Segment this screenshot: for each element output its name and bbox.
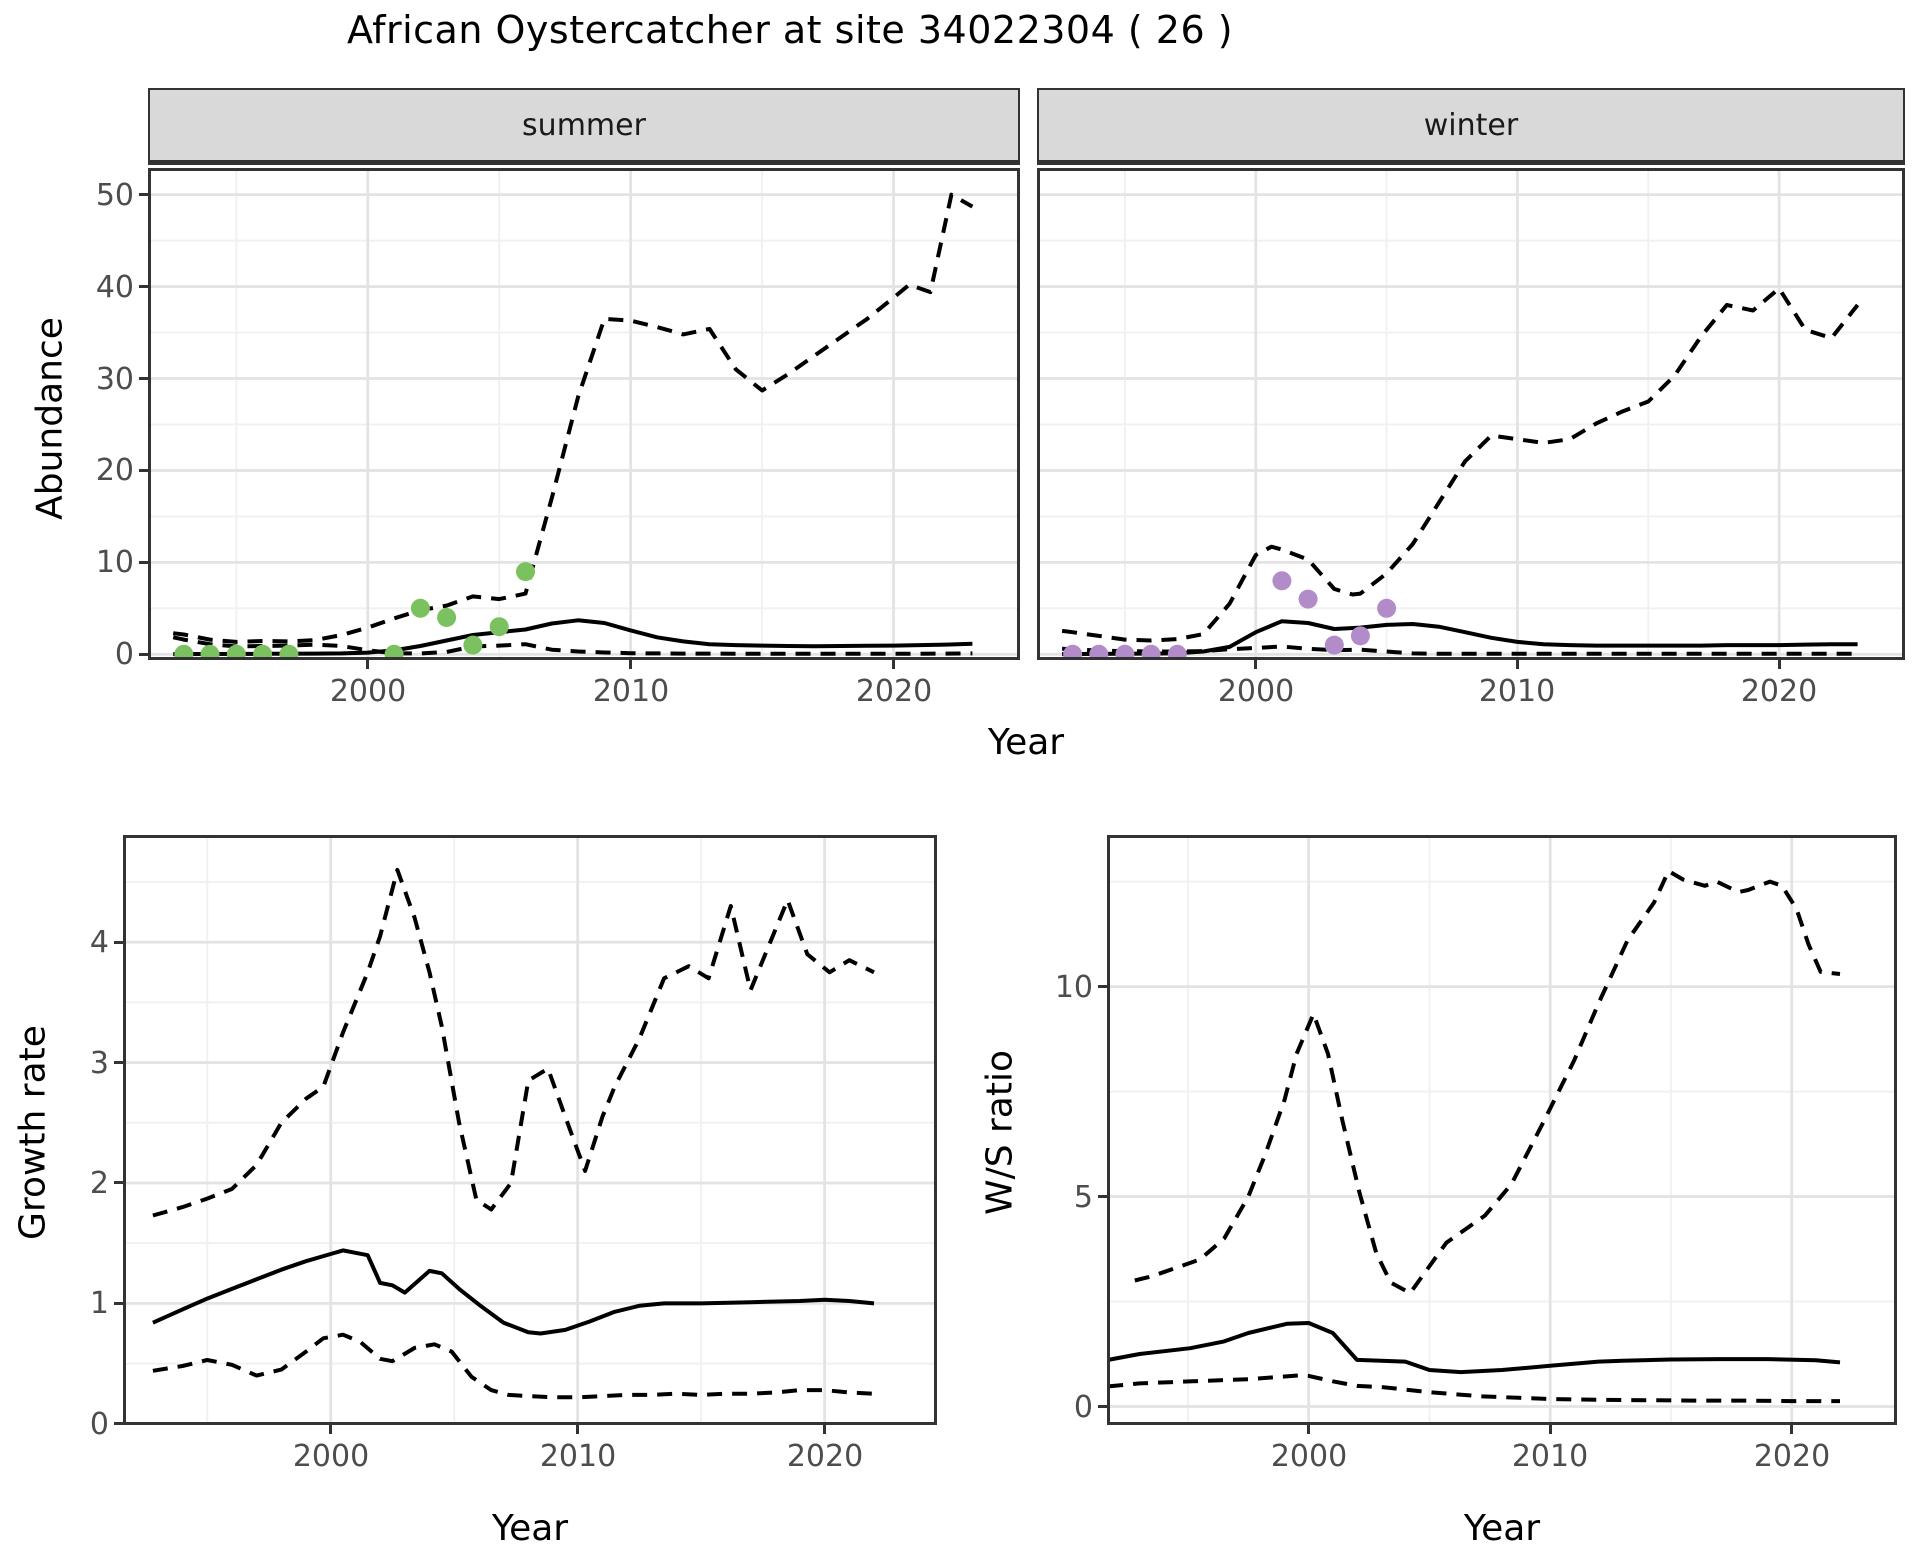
y-tick-label: 0 — [1073, 1390, 1093, 1425]
x-tick-mark — [892, 660, 895, 669]
facet-strip-winter-label: winter — [1423, 107, 1519, 143]
y-tick-label: 2 — [89, 1166, 109, 1201]
panel-winter — [1037, 168, 1905, 660]
winter-observed-point — [1115, 644, 1135, 660]
growth-upper_95ci-line — [152, 867, 875, 1218]
y-tick-mark — [1098, 1195, 1107, 1198]
panel-ws — [1107, 835, 1897, 1425]
summer-observed-point — [463, 635, 483, 655]
summer-observed-point — [410, 598, 430, 618]
summer-observed-point — [516, 562, 535, 582]
y-tick-mark — [139, 193, 148, 196]
y-tick-mark — [1098, 1405, 1107, 1408]
x-tick-label: 2010 — [592, 674, 670, 709]
y-tick-mark — [114, 941, 123, 944]
summer-upper_95ci-line — [172, 192, 974, 644]
y-tick-label: 30 — [95, 362, 134, 397]
summer-lower_95ci-line — [172, 635, 973, 656]
growth-median-line — [152, 1248, 875, 1336]
winter-observed-point — [1063, 644, 1083, 660]
winter-observed-point — [1089, 644, 1109, 660]
x-tick-label: 2000 — [292, 1439, 370, 1474]
facet-strip-winter: winter — [1037, 88, 1905, 165]
y-tick-mark — [139, 377, 148, 380]
x-tick-label: 2000 — [329, 674, 407, 709]
y-tick-mark — [1098, 985, 1107, 988]
x-tick-label: 2020 — [1740, 674, 1818, 709]
x-tick-label: 2010 — [1478, 674, 1556, 709]
growth-lower_95ci-line — [152, 1332, 875, 1400]
winter-observed-point — [1350, 626, 1370, 646]
y-tick-label: 50 — [95, 178, 134, 213]
summer-observed-point — [200, 644, 220, 660]
winter-observed-point — [1272, 571, 1292, 591]
chart-title: African Oystercatcher at site 34022304 (… — [346, 8, 1234, 52]
y-tick-label: 3 — [89, 1046, 109, 1081]
x-tick-mark — [329, 1425, 332, 1434]
x-tick-mark — [1778, 660, 1781, 669]
y-tick-label: 4 — [89, 925, 109, 960]
x-tick-label: 2010 — [539, 1439, 617, 1474]
y-tick-label: 0 — [114, 637, 134, 672]
y-tick-label: 0 — [89, 1407, 109, 1442]
y-tick-mark — [139, 469, 148, 472]
ws-lower_95ci-line — [1108, 1373, 1840, 1404]
ws-upper_95ci-line — [1134, 869, 1841, 1296]
x-axis-title-abundance: Year — [987, 722, 1065, 763]
ws-median-line — [1107, 1321, 1841, 1375]
y-tick-label: 20 — [95, 453, 134, 488]
y-tick-label: 40 — [95, 270, 134, 305]
facet-strip-summer-label: summer — [522, 107, 646, 143]
panel-growth — [123, 835, 937, 1425]
y-tick-label: 10 — [95, 545, 134, 580]
x-axis-title-ws: Year — [1463, 1508, 1541, 1549]
x-tick-label: 2020 — [786, 1439, 864, 1474]
y-tick-mark — [114, 1181, 123, 1184]
winter-observed-point — [1377, 598, 1397, 618]
x-tick-label: 2000 — [1270, 1439, 1348, 1474]
y-tick-mark — [114, 1422, 123, 1425]
x-tick-mark — [823, 1425, 826, 1434]
x-tick-mark — [1549, 1425, 1552, 1434]
summer-observed-point — [437, 608, 457, 627]
y-axis-title-ws: W/S ratio — [979, 1049, 1021, 1216]
x-tick-mark — [1516, 660, 1519, 669]
x-tick-label: 2000 — [1217, 674, 1295, 709]
y-tick-label: 10 — [1054, 970, 1093, 1005]
winter-observed-point — [1324, 635, 1344, 655]
summer-observed-point — [384, 644, 404, 660]
winter-observed-point — [1141, 644, 1161, 660]
y-axis-title-abundance: Abundance — [29, 317, 71, 520]
winter-observed-point — [1167, 644, 1187, 660]
y-tick-mark — [139, 561, 148, 564]
summer-median-line — [173, 618, 973, 657]
summer-observed-point — [253, 644, 273, 660]
winter-observed-point — [1298, 589, 1318, 609]
summer-observed-point — [279, 644, 299, 660]
x-tick-mark — [576, 1425, 579, 1434]
summer-observed-point — [489, 617, 509, 637]
y-tick-mark — [114, 1061, 123, 1064]
winter-upper_95ci-line — [1061, 286, 1860, 643]
x-tick-label: 2020 — [1753, 1439, 1831, 1474]
y-tick-label: 5 — [1073, 1180, 1093, 1215]
y-tick-mark — [114, 1302, 123, 1305]
summer-observed-point — [226, 644, 246, 660]
x-tick-mark — [629, 660, 632, 669]
x-tick-mark — [366, 660, 369, 669]
x-tick-label: 2010 — [1511, 1439, 1589, 1474]
y-tick-label: 1 — [89, 1286, 109, 1321]
x-tick-label: 2020 — [855, 674, 933, 709]
summer-observed-point — [174, 644, 194, 660]
panel-summer — [148, 168, 1020, 660]
facet-strip-summer: summer — [148, 88, 1020, 165]
x-tick-mark — [1790, 1425, 1793, 1434]
x-tick-mark — [1307, 1425, 1310, 1434]
x-tick-mark — [1254, 660, 1257, 669]
x-axis-title-growth: Year — [491, 1508, 569, 1549]
y-tick-mark — [139, 653, 148, 656]
y-tick-mark — [139, 285, 148, 288]
